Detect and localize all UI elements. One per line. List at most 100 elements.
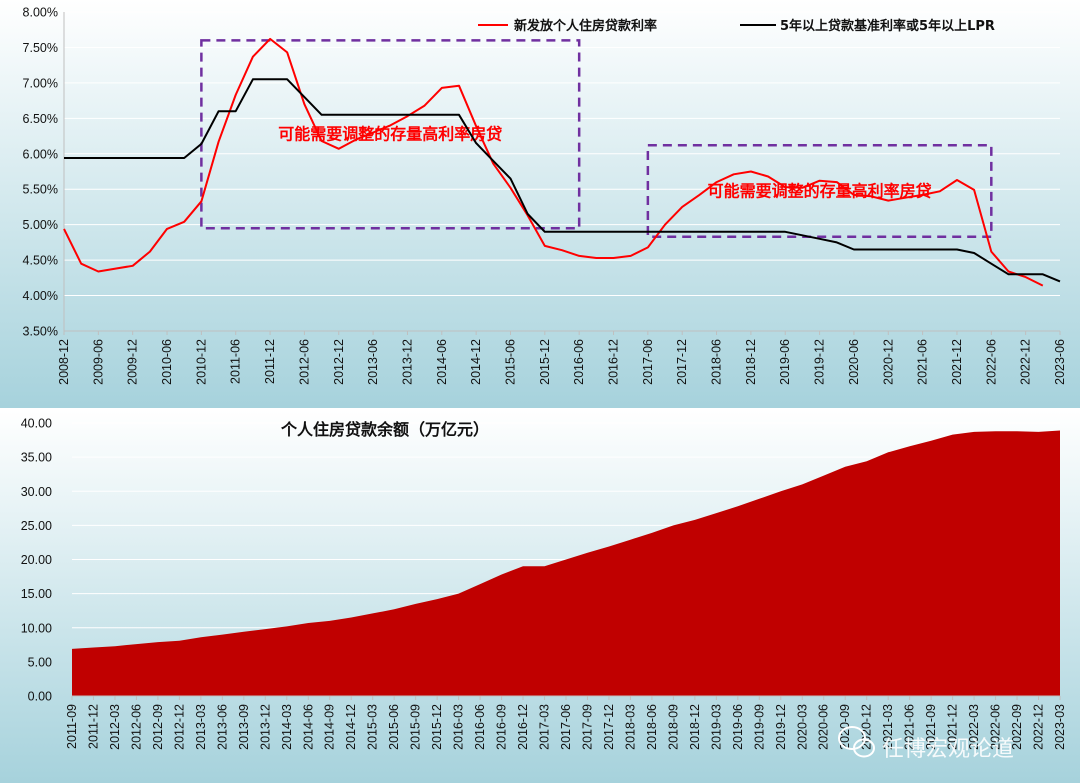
top-x-tick-label: 2009-12 — [126, 339, 140, 385]
bottom-x-tick-label: 2011-09 — [65, 704, 79, 749]
top-x-tick-label: 2010-06 — [160, 339, 174, 385]
top-x-tick-label: 2010-12 — [194, 339, 208, 385]
bottom-y-tick-label: 35.00 — [21, 451, 52, 465]
top-x-tick-label: 2011-06 — [229, 339, 243, 384]
top-x-tick-label: 2009-06 — [91, 339, 105, 385]
bottom-x-tick-label: 2014-06 — [301, 704, 315, 750]
bottom-x-tick-label: 2015-09 — [409, 704, 423, 750]
lpr-benchmark-rate-line — [64, 78, 1061, 283]
bottom-x-tick-label: 2018-09 — [666, 704, 680, 750]
mortgage-rate-chart-panel: 3.50% 4.00% 4.50% 5.00% 5.50% 6.00% 6.50% 7.00%… — [0, 0, 1080, 408]
bottom-y-tick-label: 10.00 — [21, 621, 52, 635]
top-x-tick-label: 2021-12 — [950, 339, 964, 385]
bottom-x-tick-label: 2017-03 — [538, 704, 552, 750]
bottom-x-tick-label: 2022-06 — [989, 704, 1003, 750]
bottom-y-tick-label: 40.00 — [21, 417, 52, 431]
bottom-x-tick-label: 2015-12 — [430, 704, 444, 750]
bottom-x-tick-label: 2017-09 — [580, 704, 594, 750]
bottom-x-tick-label: 2016-12 — [516, 704, 530, 750]
mortgage-rate-line-chart: 3.50% 4.00% 4.50% 5.00% 5.50% 6.00% 6.50% 7.00%… — [0, 0, 1080, 408]
bottom-x-tick-label: 2023-03 — [1053, 704, 1067, 750]
bottom-x-tick-label: 2018-12 — [688, 704, 702, 750]
bottom-x-tick-label: 2014-03 — [280, 704, 294, 750]
bottom-x-tick-label: 2013-12 — [258, 704, 272, 750]
bottom-y-tick-label: 20.00 — [21, 553, 52, 567]
bottom-x-tick-label: 2020-03 — [795, 704, 809, 750]
top-x-tick-label: 2019-06 — [778, 339, 792, 385]
top-x-tick-label: 2013-12 — [400, 339, 414, 385]
bottom-x-tick-label: 2017-06 — [559, 704, 573, 750]
top-y-tick-label: 4.50% — [23, 254, 58, 268]
top-x-tick-label: 2015-12 — [538, 339, 552, 385]
top-x-tick-label: 2017-12 — [675, 339, 689, 385]
bottom-x-tick-label: 2012-06 — [129, 704, 143, 750]
new-mortgage-rate-line — [63, 37, 1044, 287]
bottom-x-tick-label: 2020-12 — [860, 704, 874, 750]
bottom-x-tick-label: 2012-03 — [108, 704, 122, 750]
top-x-tick-label: 2020-06 — [847, 339, 861, 385]
mortgage-balance-chart-panel: 0.00 5.00 10.00 15.00 20.00 25.00 30.00 35.00 40… — [0, 410, 1080, 783]
top-x-tick-label: 2014-12 — [469, 339, 483, 385]
bottom-x-tick-label: 2012-12 — [172, 704, 186, 750]
top-y-tick-label: 5.50% — [23, 183, 58, 197]
bottom-x-tick-label: 2018-06 — [645, 704, 659, 750]
top-x-tick-label: 2022-06 — [984, 339, 998, 385]
bottom-x-tick-label: 2012-09 — [151, 704, 165, 750]
bottom-x-tick-label: 2022-03 — [967, 704, 981, 750]
bottom-x-tick-label: 2021-12 — [946, 704, 960, 750]
bottom-x-tick-label: 2011-12 — [86, 704, 100, 749]
bottom-y-tick-label: 30.00 — [21, 485, 52, 499]
bottom-x-tick-label: 2014-09 — [323, 704, 337, 750]
bottom-x-tick-label: 2022-09 — [1010, 704, 1024, 750]
top-x-tick-label: 2021-06 — [916, 339, 930, 385]
top-y-tick-label: 7.50% — [23, 41, 58, 55]
top-y-tick-label: 8.00% — [23, 6, 58, 20]
bottom-y-tick-label: 0.00 — [28, 690, 52, 704]
bottom-x-tick-label: 2022-12 — [1032, 704, 1046, 750]
bottom-x-tick-label: 2021-06 — [903, 704, 917, 750]
top-x-tick-label: 2018-12 — [744, 339, 758, 385]
top-x-tick-label: 2016-12 — [607, 339, 621, 385]
wechat-icon — [838, 726, 875, 758]
top-x-tick-label: 2022-12 — [1019, 339, 1033, 385]
bottom-x-tick-label: 2016-09 — [495, 704, 509, 750]
wechat-icon-bubble-large — [838, 726, 866, 750]
top-x-tick-label: 2016-06 — [572, 339, 586, 385]
bottom-x-tick-label: 2018-03 — [623, 704, 637, 750]
watermark-text: 任博宏观论道 — [882, 737, 1014, 762]
bottom-x-tick-label: 2020-06 — [817, 704, 831, 750]
annotation-box — [200, 39, 581, 230]
bottom-y-tick-label: 15.00 — [21, 587, 52, 601]
bottom-x-tick-label: 2021-03 — [881, 704, 895, 750]
top-x-tick-label: 2023-06 — [1053, 339, 1067, 385]
annotation-label: 可能需要调整的存量高利率房贷 — [708, 181, 932, 200]
top-x-tick-label: 2017-06 — [641, 339, 655, 385]
top-x-tick-label: 2013-06 — [366, 339, 380, 385]
wechat-icon-bubble-small — [853, 738, 875, 758]
bottom-y-tick-label: 25.00 — [21, 519, 52, 533]
top-y-tick-label: 5.00% — [23, 218, 58, 232]
bottom-x-tick-label: 2013-06 — [215, 704, 229, 750]
bottom-x-tick-label: 2013-03 — [194, 704, 208, 750]
top-y-tick-label: 6.50% — [23, 112, 58, 126]
bottom-x-tick-label: 2015-03 — [366, 704, 380, 750]
bottom-x-tick-label: 2017-12 — [602, 704, 616, 750]
bottom-y-tick-label: 5.00 — [28, 655, 52, 669]
legend-label: 5年以上贷款基准利率或5年以上LPR — [780, 18, 995, 34]
annotation-box — [646, 144, 993, 238]
bottom-x-tick-label: 2019-06 — [731, 704, 745, 750]
bottom-x-tick-label: 2019-09 — [752, 704, 766, 750]
annotation-label: 可能需要调整的存量高利率房贷 — [278, 125, 502, 144]
mortgage-balance-area-chart: 0.00 5.00 10.00 15.00 20.00 25.00 30.00 35.00 40… — [0, 410, 1080, 783]
top-y-tick-label: 3.50% — [23, 325, 58, 339]
top-x-tick-label: 2015-06 — [503, 339, 517, 385]
mortgage-balance-area — [72, 430, 1060, 696]
top-y-tick-label: 4.00% — [23, 289, 58, 303]
bottom-x-tick-label: 2019-03 — [709, 704, 723, 750]
top-x-tick-label: 2012-06 — [297, 339, 311, 385]
top-chart-background — [0, 0, 1080, 408]
top-x-tick-label: 2012-12 — [332, 339, 346, 385]
bottom-x-tick-label: 2016-06 — [473, 704, 487, 750]
top-x-tick-label: 2014-06 — [435, 339, 449, 385]
